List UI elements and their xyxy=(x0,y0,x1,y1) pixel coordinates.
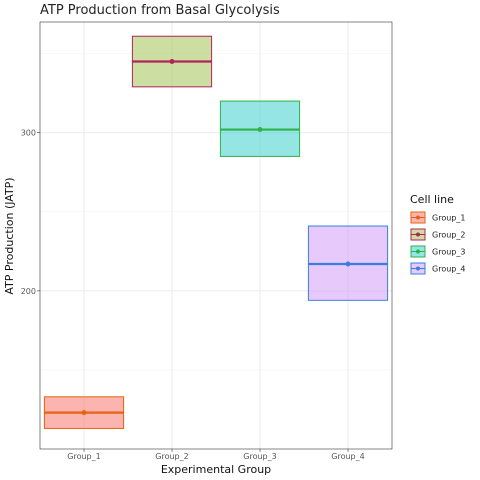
mean-point xyxy=(345,261,351,267)
legend-key-point xyxy=(416,266,420,271)
panel-border xyxy=(39,21,393,450)
y-tick-label: 200 xyxy=(21,287,36,296)
legend: Cell line Group_1 Group_2 Group_3 Group_4 xyxy=(410,193,465,275)
legend-key-point xyxy=(416,215,420,220)
chart-title: ATP Production from Basal Glycolysis xyxy=(40,3,280,18)
mean-point xyxy=(257,127,263,133)
legend-label: Group_2 xyxy=(432,231,465,240)
x-tick-label: Group_1 xyxy=(67,452,100,461)
mean-point xyxy=(81,410,87,416)
legend-title: Cell line xyxy=(410,193,454,206)
legend-key-point xyxy=(416,249,420,254)
legend-label: Group_4 xyxy=(432,265,465,274)
legend-label: Group_3 xyxy=(432,248,465,257)
y-tick-label: 300 xyxy=(21,129,36,138)
x-tick-label: Group_3 xyxy=(243,452,276,461)
x-axis-title: Experimental Group xyxy=(161,463,271,476)
mean-point xyxy=(169,59,175,65)
x-tick-label: Group_2 xyxy=(155,452,188,461)
legend-key-point xyxy=(416,232,420,237)
y-axis-title: ATP Production (JATP) xyxy=(3,177,16,294)
x-tick-label: Group_4 xyxy=(331,452,364,461)
plot-panel: 200 300 Group_1 Group_2 Group_3 Group_4 xyxy=(21,21,393,461)
legend-label: Group_1 xyxy=(432,214,465,223)
